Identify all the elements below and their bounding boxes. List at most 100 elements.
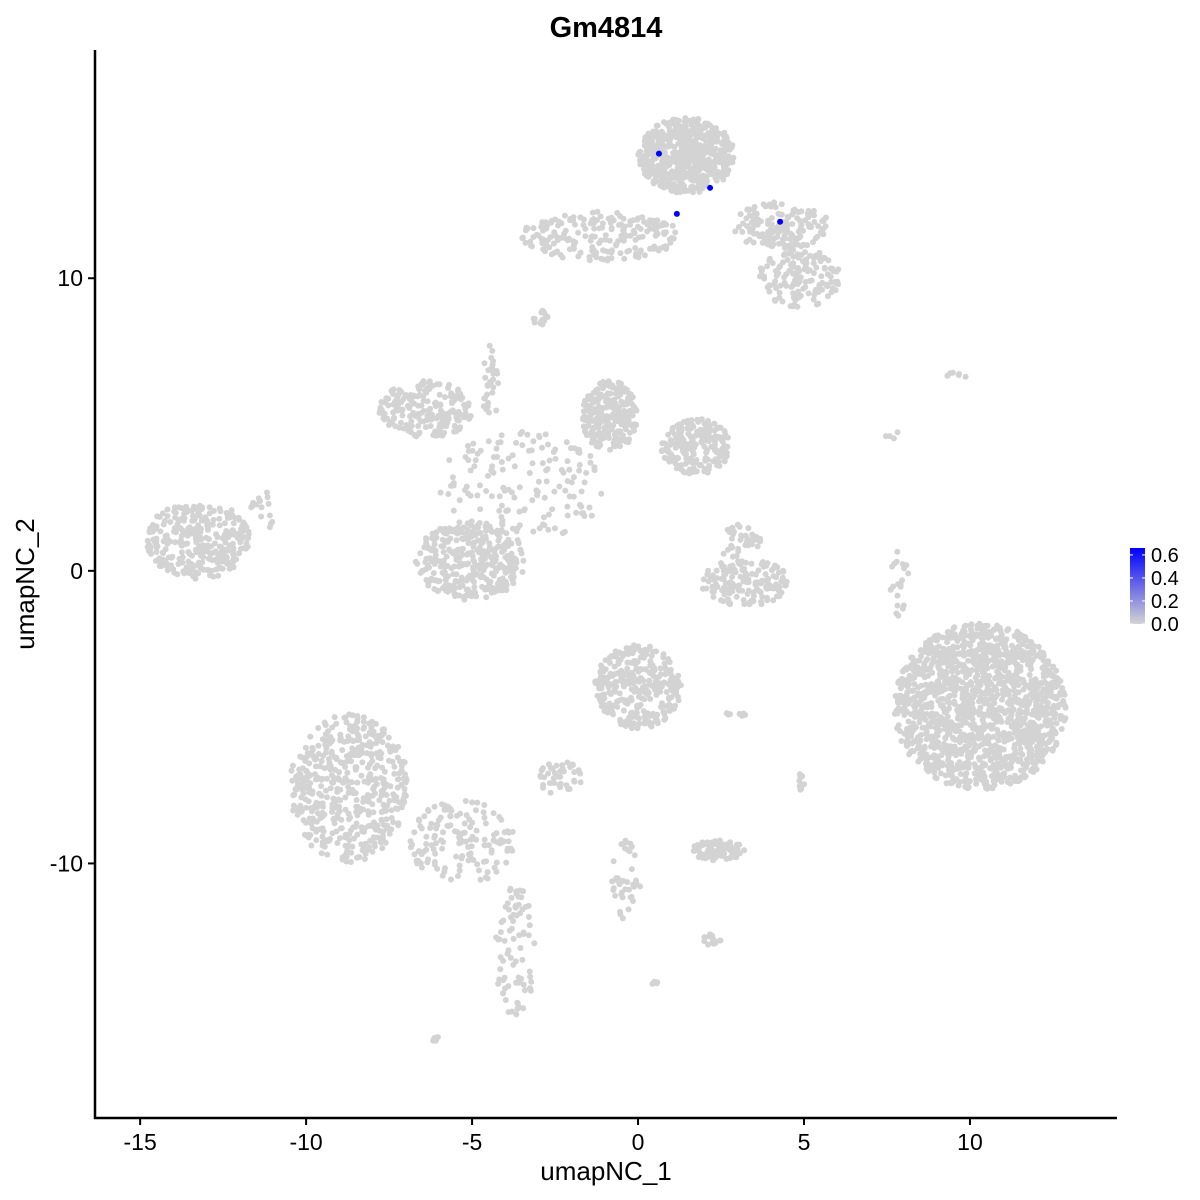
cell-point (777, 263, 784, 270)
cell-point (1037, 709, 1044, 716)
cell-point (160, 538, 167, 545)
cell-point (702, 120, 709, 127)
cell-point (781, 222, 788, 229)
cell-point (929, 741, 936, 748)
cell-point (959, 642, 966, 649)
cell-point (735, 224, 742, 230)
cell-point (179, 554, 186, 561)
cell-point (1017, 714, 1023, 721)
cell-point (682, 115, 689, 122)
cell-point (500, 578, 506, 585)
cell-point (630, 227, 637, 234)
cell-point (441, 411, 448, 418)
cell-point (784, 257, 791, 263)
cell-point (952, 701, 958, 708)
cell-point (403, 777, 410, 783)
cell-point (180, 517, 187, 524)
cell-point (333, 828, 340, 835)
cell-point (650, 128, 657, 135)
cell-point (778, 201, 785, 208)
cell-point (1035, 757, 1042, 764)
cell-point (224, 547, 231, 554)
cell-point (989, 663, 996, 670)
cell-point (984, 622, 991, 629)
cell-point (719, 140, 725, 147)
cell-point (505, 536, 512, 543)
cell-point (704, 571, 711, 578)
cell-point (710, 150, 717, 157)
cell-point (963, 719, 970, 726)
cell-point (670, 171, 677, 178)
cell-point (588, 512, 595, 519)
cell-point (490, 572, 497, 579)
cell-point (568, 479, 575, 486)
cell-point (484, 391, 491, 398)
cell-point (697, 124, 703, 131)
cell-point (1024, 643, 1031, 650)
cell-point (681, 442, 688, 449)
cell-point (427, 423, 434, 429)
cell-point (415, 414, 422, 421)
cell-point (939, 715, 945, 722)
cell-point (1042, 672, 1049, 679)
cell-point (656, 673, 662, 680)
cell-point (358, 841, 365, 848)
cell-point (395, 743, 402, 750)
cell-point (329, 801, 336, 808)
cell-point (328, 772, 335, 779)
cell-point (898, 675, 905, 682)
cell-point (576, 461, 583, 468)
cell-point (933, 645, 940, 651)
cell-point (562, 487, 569, 494)
cell-point (388, 815, 395, 821)
cell-point (617, 428, 624, 435)
cell-point (484, 403, 491, 410)
cell-point (659, 129, 666, 136)
cell-point (144, 537, 151, 544)
cell-point (529, 243, 535, 250)
cell-point (439, 417, 446, 424)
cell-point (470, 440, 477, 447)
cell-point (987, 784, 994, 791)
cell-point (680, 127, 687, 134)
cell-point (330, 795, 337, 802)
cell-point (959, 710, 966, 717)
cell-point (750, 239, 757, 246)
cell-point (959, 679, 966, 686)
cell-point (999, 681, 1006, 688)
cell-point (783, 282, 790, 289)
cell-point (800, 285, 807, 292)
cell-point (551, 488, 558, 495)
cell-point (465, 550, 472, 557)
cell-point (366, 761, 373, 768)
cell-point (518, 550, 525, 557)
cell-point (609, 653, 616, 660)
cell-point (606, 383, 613, 390)
cell-point (803, 260, 810, 267)
cell-point (587, 459, 594, 466)
cell-point (391, 763, 398, 770)
cell-point (937, 720, 944, 727)
cell-point (805, 290, 812, 297)
cell-point (955, 714, 962, 721)
cell-point (636, 720, 643, 727)
cell-point (499, 548, 505, 555)
cell-point (378, 399, 385, 405)
cell-point (710, 458, 717, 465)
cell-point (977, 641, 984, 648)
cell-point (650, 672, 657, 679)
cell-point (744, 206, 751, 213)
cell-point (701, 420, 708, 427)
cell-point (597, 442, 604, 449)
cell-point (690, 147, 697, 154)
cell-point (798, 222, 805, 229)
cell-point (763, 562, 770, 569)
cell-point (290, 807, 297, 814)
cell-point (960, 764, 967, 771)
cell-point (443, 423, 450, 430)
cell-point (449, 400, 455, 406)
cell-point (1043, 693, 1050, 700)
cell-point (960, 696, 967, 703)
cell-point (493, 368, 500, 374)
cell-point (927, 664, 934, 671)
